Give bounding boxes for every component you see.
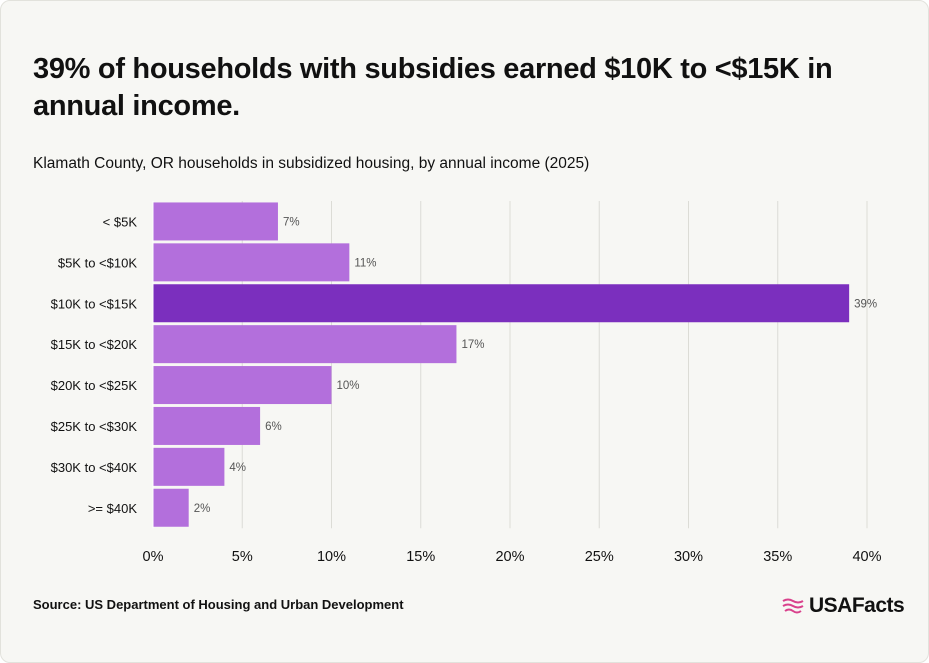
category-label: < $5K [103, 214, 138, 229]
x-tick-label: 40% [852, 549, 881, 565]
brand-name: USAFacts [809, 594, 905, 617]
bar [153, 447, 225, 486]
x-tick-label: 5% [232, 549, 253, 565]
value-label: 10% [337, 380, 360, 392]
bar-chart: < $5K 7% $5K to <$10K 11% $10K to <$15K 39% $1… [51, 201, 882, 565]
value-label: 17% [461, 339, 484, 351]
value-label: 39% [854, 298, 877, 310]
bar [153, 488, 189, 527]
category-label: $20K to <$25K [51, 378, 138, 393]
bar [153, 366, 332, 405]
usa-flag-waves-icon [782, 598, 804, 614]
bar [153, 284, 850, 323]
bar [153, 202, 278, 241]
x-tick-label: 15% [406, 549, 435, 565]
value-label: 4% [229, 462, 246, 474]
value-label: 6% [265, 421, 282, 433]
source-note: Source: US Department of Housing and Urb… [33, 597, 404, 612]
chart-title: 39% of households with subsidies earned … [33, 53, 833, 122]
x-tick-label: 30% [674, 549, 703, 565]
x-tick-label: 25% [585, 549, 614, 565]
bar [153, 325, 457, 364]
value-label: 11% [354, 257, 376, 269]
x-tick-label: 0% [143, 549, 164, 565]
x-tick-label: 20% [495, 549, 524, 565]
x-tick-label: 35% [763, 549, 792, 565]
value-label: 7% [283, 216, 300, 228]
brand-logo: USAFacts [781, 593, 905, 619]
bar [153, 406, 261, 445]
category-label: $15K to <$20K [51, 337, 138, 352]
bar [153, 243, 350, 282]
x-tick-label: 10% [317, 549, 346, 565]
chart-subtitle: Klamath County, OR households in subsidi… [33, 155, 590, 172]
category-label: $5K to <$10K [58, 255, 137, 270]
value-label: 2% [194, 503, 211, 515]
category-label: >= $40K [88, 501, 137, 516]
category-label: $25K to <$30K [51, 419, 138, 434]
category-label: $30K to <$40K [51, 460, 138, 475]
category-label: $10K to <$15K [51, 296, 138, 311]
